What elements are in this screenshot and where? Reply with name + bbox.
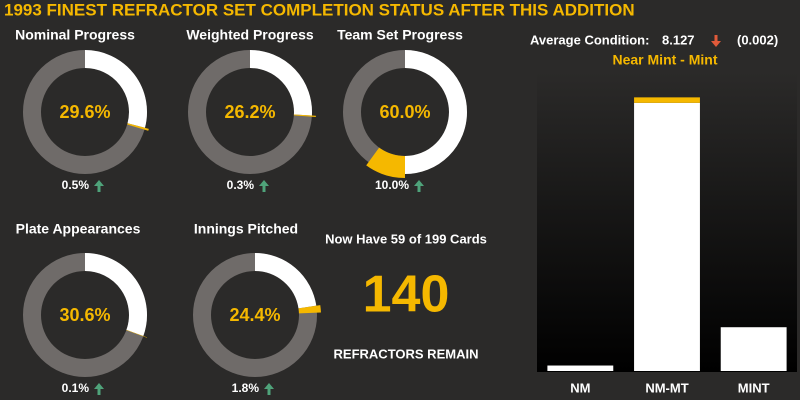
donut-value: 60.0% — [379, 102, 430, 122]
donut-arc — [84, 253, 147, 336]
bar — [720, 327, 787, 371]
donut-change: 1.8% — [232, 381, 260, 395]
stat-value: 8.127 — [662, 32, 695, 47]
up-arrow — [259, 180, 269, 192]
bar — [634, 102, 700, 371]
donut-title: Team Set Progress — [337, 27, 463, 43]
donut-change-arc — [298, 305, 321, 314]
bar — [634, 97, 700, 103]
donut-title: Nominal Progress — [15, 27, 135, 43]
donut-change: 0.1% — [62, 381, 90, 395]
donut-arc — [84, 50, 147, 128]
chart-subtitle: Near Mint - Mint — [613, 52, 718, 68]
donut-title: Plate Appearances — [16, 221, 141, 237]
stat-change: (0.002) — [737, 32, 778, 47]
donut-title: Weighted Progress — [186, 27, 314, 43]
up-arrow — [414, 180, 424, 192]
donut-change: 10.0% — [375, 178, 409, 192]
x-tick-label: MINT — [738, 380, 770, 395]
dashboard-title: 1993 FINEST REFRACTOR SET COMPLETION STA… — [4, 0, 635, 19]
remaining-label: REFRACTORS REMAIN — [334, 346, 479, 361]
up-arrow — [264, 383, 274, 395]
donut-value: 26.2% — [224, 102, 275, 122]
bar — [547, 365, 614, 371]
donut-value: 24.4% — [229, 305, 280, 325]
up-arrow — [94, 383, 104, 395]
x-tick-label: NM — [570, 380, 590, 395]
down-arrow — [711, 35, 721, 47]
up-arrow — [94, 180, 104, 192]
remaining-count: 140 — [363, 266, 450, 324]
x-tick-label: NM-MT — [645, 380, 688, 395]
donut-change-arc — [366, 147, 406, 178]
donut-arc — [404, 50, 467, 174]
donut-change: 0.5% — [62, 178, 90, 192]
donut-arc — [254, 253, 317, 309]
donut-change: 0.3% — [227, 178, 255, 192]
stat-label: Average Condition: — [530, 32, 649, 47]
donut-value: 30.6% — [59, 305, 110, 325]
donut-value: 29.6% — [59, 102, 110, 122]
donut-title: Innings Pitched — [194, 221, 298, 237]
donut-arc — [249, 50, 312, 116]
cards-summary: Now Have 59 of 199 Cards — [325, 231, 487, 246]
